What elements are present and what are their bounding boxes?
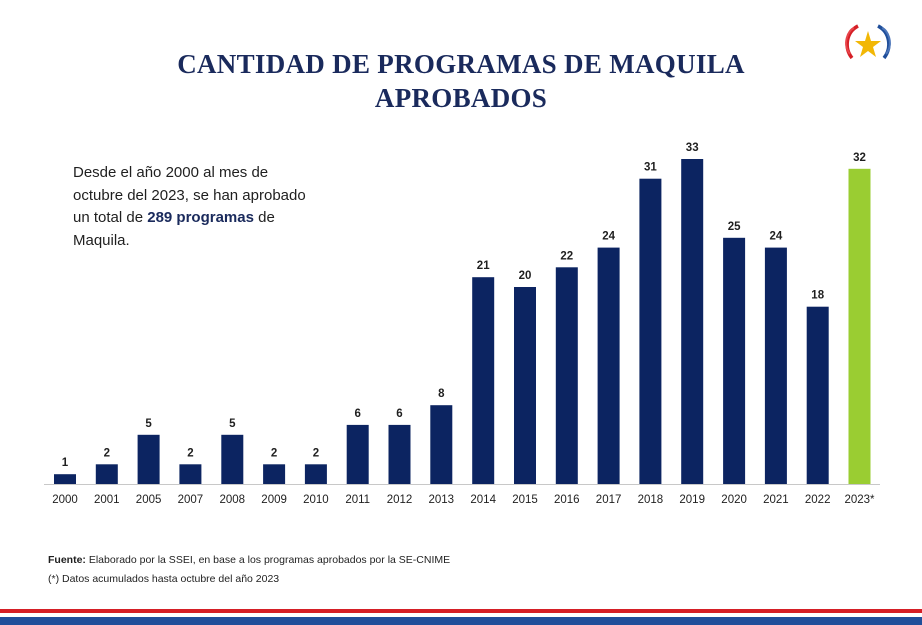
note-text-1: Desde el año 2000 al mes de octubre del …: [73, 164, 306, 226]
bar-2014: [472, 277, 495, 484]
bar-2023-partial: [848, 168, 871, 485]
bar-2021: [764, 247, 787, 484]
summary-note: Desde el año 2000 al mes de octubre del …: [73, 162, 313, 252]
bar-2018: [639, 178, 662, 484]
bar-2007: [179, 464, 202, 484]
source-label: Fuente:: [48, 554, 86, 566]
x-tick-label: 2011: [345, 494, 370, 506]
bar-2000: [54, 474, 76, 484]
bar-2001: [95, 464, 118, 484]
x-tick-label: 2010: [303, 494, 329, 506]
bar-value-label: 24: [770, 231, 783, 243]
bar-value-label: 2: [271, 447, 277, 459]
bar-2019: [681, 159, 704, 484]
bar-value-label: 22: [560, 250, 573, 262]
x-tick-label: 2021: [763, 494, 789, 506]
x-tick-label: 2018: [638, 494, 664, 506]
x-tick-label: 2007: [178, 494, 204, 506]
source-note: Fuente: Elaborado por la SSEI, en base a…: [48, 551, 450, 570]
flag-stripe-red: [0, 609, 922, 613]
x-tick-label: 2017: [596, 494, 622, 506]
flag-stripe-white: [0, 613, 922, 617]
x-tick-label: 2005: [136, 494, 162, 506]
bar-value-label: 32: [853, 152, 866, 164]
bar-2010: [304, 464, 327, 484]
bar-value-label: 1: [62, 457, 69, 469]
x-tick-label: 2001: [94, 494, 120, 506]
title-line-2: APROBADOS: [374, 83, 548, 113]
page-title: CANTIDAD DE PROGRAMAS DE MAQUILA APROBAD…: [0, 47, 922, 115]
bar-value-label: 2: [104, 447, 110, 459]
bar-value-label: 5: [145, 418, 152, 430]
bar-2011: [346, 424, 369, 484]
bar-chart: 1 2000 2 2001 5 2005 2 2007 5 2008 2 2009 2 2010 6 2011…: [44, 142, 880, 506]
bar-value-label: 6: [396, 408, 402, 420]
bar-value-label: 20: [519, 270, 532, 282]
bar-value-label: 21: [477, 260, 490, 272]
bar-2012: [388, 424, 411, 484]
x-tick-label: 2019: [679, 494, 705, 506]
bar-value-label: 24: [602, 231, 615, 243]
bar-2022: [806, 306, 829, 484]
bar-value-label: 18: [811, 290, 824, 302]
note-text-2: de Maquila.: [73, 209, 275, 249]
footnote: (*) Datos acumulados hasta octubre del a…: [48, 573, 280, 585]
bar-2015: [514, 287, 536, 484]
x-tick-label: 2012: [387, 494, 413, 506]
title-line-1: CANTIDAD DE PROGRAMAS DE MAQUILA: [177, 49, 745, 79]
flag-stripe-blue: [0, 617, 922, 625]
x-tick-label: 2013: [429, 494, 455, 506]
note-total: 289 programas: [147, 209, 254, 226]
bar-2005: [137, 434, 160, 484]
bar-2020: [723, 237, 746, 484]
x-tick-label: 2009: [261, 494, 287, 506]
x-tick-label: 2000: [52, 494, 78, 506]
bar-2016: [555, 267, 578, 484]
bar-value-label: 31: [644, 162, 657, 174]
x-tick-label: 2015: [512, 494, 538, 506]
bar-value-label: 33: [686, 142, 699, 154]
bar-2009: [263, 464, 286, 484]
bar-value-label: 8: [438, 388, 445, 400]
x-tick-label: 2020: [721, 494, 747, 506]
bar-value-label: 2: [313, 447, 319, 459]
footer-notes: Fuente: Elaborado por la SSEI, en base a…: [48, 551, 450, 589]
x-tick-label: 2023*: [844, 494, 875, 506]
x-tick-label: 2016: [554, 494, 580, 506]
x-tick-label: 2008: [220, 494, 246, 506]
x-tick-label: 2022: [805, 494, 831, 506]
bar-value-label: 25: [728, 221, 741, 233]
bar-value-label: 2: [187, 447, 193, 459]
paraguay-emblem-icon: [845, 24, 891, 60]
bar-2008: [221, 434, 244, 484]
source-text: Elaborado por la SSEI, en base a los pro…: [85, 554, 451, 566]
bar-value-label: 5: [229, 418, 236, 430]
bar-2017: [597, 247, 620, 484]
bar-2013: [430, 405, 453, 484]
x-tick-label: 2014: [470, 494, 496, 506]
bar-value-label: 6: [354, 408, 360, 420]
